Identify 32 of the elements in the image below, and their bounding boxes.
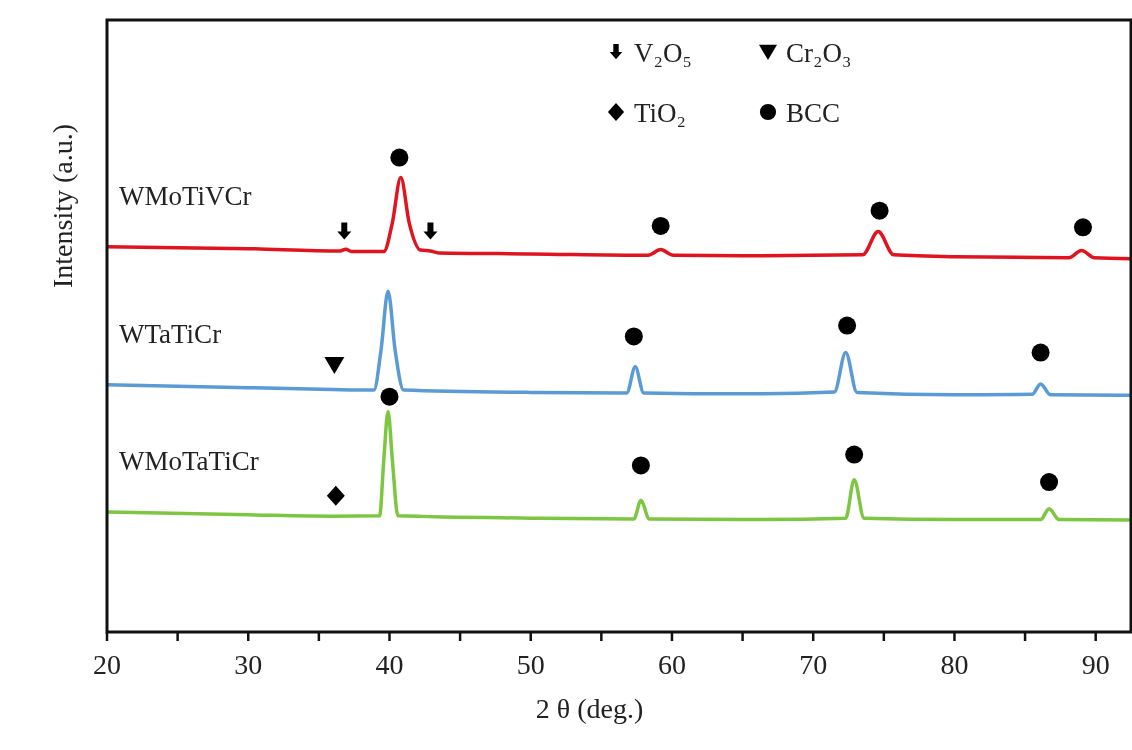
- point: [390, 148, 409, 167]
- x-tick-label: 40: [375, 649, 404, 680]
- x-tick-label: 90: [1081, 649, 1110, 680]
- x-tick-label: 50: [516, 649, 545, 680]
- x-tick-label: 70: [799, 649, 828, 680]
- point: [326, 485, 345, 506]
- point: [870, 201, 889, 220]
- point: [838, 316, 857, 335]
- series-label: WTaTiCr: [119, 318, 222, 349]
- point: [337, 222, 352, 240]
- x-tick-label: 80: [940, 649, 969, 680]
- point: [1073, 218, 1092, 237]
- x-tick-label: 20: [93, 649, 121, 680]
- point: [423, 222, 438, 240]
- point: [651, 216, 670, 235]
- series-label: WMoTiVCr: [119, 180, 252, 211]
- point: [845, 445, 864, 464]
- series-label: WMoTaTiCr: [119, 445, 259, 476]
- legend-label: Cr₂O₃: [786, 38, 852, 68]
- point: [324, 356, 345, 374]
- point: [380, 387, 399, 406]
- point: [1040, 473, 1059, 492]
- legend-label: TiO₂: [634, 98, 686, 128]
- x-tick-label: 30: [234, 649, 263, 680]
- point: [631, 456, 650, 475]
- y-axis-title: Intensity (a.u.): [47, 123, 78, 289]
- point: [624, 327, 643, 346]
- x-tick-label: 60: [657, 649, 686, 680]
- legend-label: V₂O₅: [634, 38, 692, 68]
- point: [1031, 343, 1050, 362]
- x-axis-title: 2 θ (deg.): [535, 693, 644, 724]
- legend-label: BCC: [786, 98, 841, 128]
